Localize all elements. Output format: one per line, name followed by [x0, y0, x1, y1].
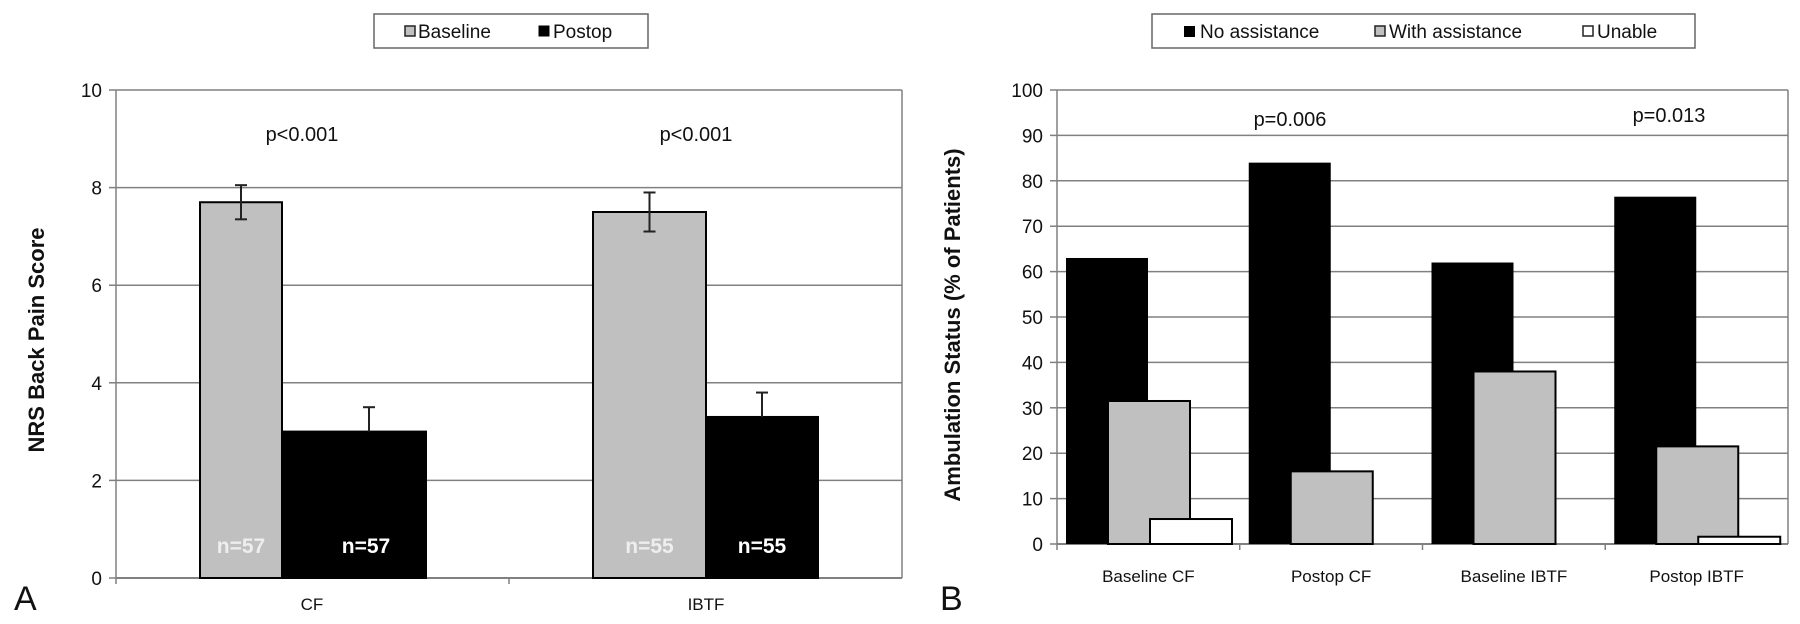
chart-b-y-tick-label: 40	[1022, 353, 1043, 374]
legend-swatch-baseline	[404, 25, 416, 37]
chart-b-y-tick-label: 30	[1022, 399, 1043, 420]
chart-a-y-tick-label: 6	[91, 276, 102, 297]
chart-a-legend: Baseline Postop	[373, 13, 649, 49]
bar-postop-ibtf	[705, 415, 819, 579]
chart-b-x-category-label: Baseline IBTF	[1460, 567, 1567, 586]
chart-a-y-tick-label: 2	[91, 471, 102, 492]
bar-unable-baseline-cf	[1149, 518, 1233, 546]
p-value-annotation: p<0.001	[660, 124, 733, 146]
p-value-annotation: p<0.001	[266, 124, 339, 146]
legend-label-with-assistance: With assistance	[1389, 22, 1522, 43]
panel-label-a: A	[14, 580, 37, 618]
chart-b-y-tick-label: 70	[1022, 217, 1043, 238]
legend-swatch-postop	[538, 25, 550, 37]
chart-a-y-tick-label: 10	[81, 81, 102, 102]
n-label: n=57	[342, 535, 390, 558]
bar-with-assistance-baseline-ibtf	[1472, 370, 1557, 546]
bar-with-assistance-postop-cf	[1289, 470, 1374, 545]
legend-label-unable: Unable	[1597, 22, 1657, 43]
chart-b-y-tick-label: 90	[1022, 126, 1043, 147]
chart-b-bars	[1066, 162, 1782, 546]
chart-a-y-tick-label: 8	[91, 179, 102, 200]
chart-a-x-categories: CF IBTF	[301, 595, 725, 614]
chart-a-x-category-label: IBTF	[688, 595, 725, 614]
chart-b-x-categories: Baseline CF Postop CF Baseline IBTF Postop …	[1102, 567, 1744, 586]
chart-b-ambulation-status: 0 10 20 30 40 50 60 70 80 90 100 Baseline CF Postop…	[940, 13, 1789, 618]
n-label: n=57	[217, 535, 265, 558]
legend-label-baseline: Baseline	[418, 22, 491, 43]
chart-a-annotations: p<0.001 p<0.001	[266, 124, 733, 146]
chart-b-y-tick-label: 60	[1022, 263, 1043, 284]
chart-b-legend: No assistance With assistance Unable	[1151, 13, 1696, 49]
bar-with-assistance-postop-ibtf	[1655, 445, 1740, 546]
chart-b-y-tick-label: 50	[1022, 308, 1043, 329]
chart-a-y-ticks: 0 2 4 6 8 10	[81, 81, 103, 590]
chart-a-y-axis-label: NRS Back Pain Score	[24, 228, 49, 453]
chart-a-y-tick-label: 4	[91, 374, 102, 395]
p-value-annotation: p=0.013	[1633, 105, 1706, 127]
chart-b-y-ticks: 0 10 20 30 40 50 60 70 80 90 100	[1011, 81, 1043, 556]
chart-b-x-category-label: Postop IBTF	[1649, 567, 1743, 586]
bar-unable-postop-ibtf	[1697, 535, 1782, 546]
chart-b-x-category-label: Postop CF	[1291, 567, 1371, 586]
chart-b-y-tick-label: 20	[1022, 444, 1043, 465]
chart-a-bars: n=57 n=57 n=55 n=55	[199, 184, 819, 580]
bar-postop-cf	[281, 430, 427, 579]
n-label: n=55	[738, 535, 787, 558]
legend-label-no-assistance: No assistance	[1200, 22, 1319, 43]
bar-baseline-ibtf	[592, 211, 707, 579]
panel-label-b: B	[940, 580, 963, 618]
legend-swatch-with-assistance	[1374, 25, 1386, 37]
chart-b-y-tick-label: 100	[1011, 81, 1043, 102]
n-label: n=55	[625, 535, 674, 558]
chart-b-y-axis-label: Ambulation Status (% of Patients)	[940, 148, 965, 501]
legend-swatch-no-assistance	[1184, 26, 1195, 37]
chart-b-y-tick-label: 80	[1022, 172, 1043, 193]
legend-swatch-unable	[1582, 25, 1594, 37]
p-value-annotation: p=0.006	[1254, 109, 1327, 131]
chart-b-x-category-label: Baseline CF	[1102, 567, 1195, 586]
chart-b-annotations: p=0.006 p=0.013	[1254, 105, 1706, 131]
chart-b-y-tick-label: 0	[1032, 535, 1043, 556]
chart-b-legend-box	[1151, 13, 1696, 49]
chart-a-x-category-label: CF	[301, 595, 324, 614]
chart-a-y-tick-label: 0	[91, 569, 102, 590]
chart-a-legend-box	[373, 13, 649, 49]
legend-label-postop: Postop	[553, 22, 612, 43]
chart-b-y-tick-label: 10	[1022, 490, 1043, 511]
bar-baseline-cf	[199, 201, 283, 580]
